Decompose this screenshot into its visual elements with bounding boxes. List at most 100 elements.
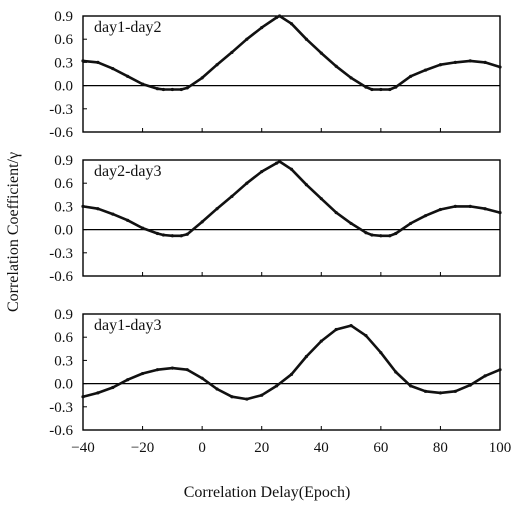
data-point <box>215 63 219 67</box>
data-point <box>438 207 443 212</box>
data-point <box>364 85 368 89</box>
data-point <box>126 74 130 78</box>
data-point <box>230 395 234 399</box>
data-point <box>155 231 160 236</box>
data-point <box>483 60 487 64</box>
data-point <box>215 207 219 211</box>
data-point <box>319 197 323 201</box>
data-point <box>179 234 183 238</box>
data-point <box>334 327 338 332</box>
panel-label: day2-day3 <box>94 163 162 180</box>
panel-label: day1-day2 <box>94 19 162 36</box>
data-point <box>349 221 353 226</box>
panel-2: 0.9 0.6 0.3 0.0 -0.3 -0.6 day2-day3 <box>49 153 502 285</box>
data-point <box>394 231 398 236</box>
y-tick-label: 0.9 <box>54 9 73 25</box>
data-point <box>260 26 264 30</box>
data-point <box>161 233 166 237</box>
data-point <box>185 86 189 90</box>
x-tick-label: 80 <box>433 440 448 456</box>
data-point <box>96 391 100 395</box>
y-tick-label: 0.6 <box>54 32 73 48</box>
data-point <box>453 204 457 208</box>
data-point <box>498 368 502 372</box>
data-point <box>468 383 472 387</box>
data-point <box>304 354 308 359</box>
x-tick-label: 20 <box>254 440 269 456</box>
data-point <box>111 385 115 390</box>
x-axis-label: Correlation Delay(Epoch) <box>184 484 351 501</box>
panel-label: day1-day3 <box>94 317 162 334</box>
x-tick-label: 40 <box>314 440 329 456</box>
y-tick-label: 0.6 <box>54 330 73 346</box>
data-point <box>388 234 392 238</box>
data-point <box>260 393 264 397</box>
panels-group: 0.9 0.6 0.3 0.0 -0.3 -0.6 day1-day2 0.9 0.6 0.3 0.… <box>49 9 502 439</box>
data-point <box>394 370 398 374</box>
data-point <box>170 234 174 238</box>
data-point <box>96 207 100 211</box>
data-point <box>96 60 100 64</box>
data-point <box>483 207 487 211</box>
plot-frame <box>82 159 501 277</box>
plot-frame <box>82 313 501 431</box>
series-line <box>81 160 502 238</box>
y-tick-label: -0.3 <box>49 246 73 262</box>
data-point <box>423 68 428 72</box>
data-point <box>170 87 174 92</box>
data-point <box>379 234 383 238</box>
data-point <box>453 60 457 64</box>
y-tick-label: 0.3 <box>54 353 73 369</box>
y-tick-label: 0.0 <box>54 223 73 239</box>
data-point <box>245 37 249 41</box>
data-point <box>370 233 374 237</box>
data-point <box>388 87 392 92</box>
data-point <box>438 391 443 395</box>
data-point <box>277 14 282 18</box>
data-point <box>81 395 85 399</box>
data-point <box>349 76 353 80</box>
y-tick-label: -0.3 <box>49 102 73 118</box>
data-point <box>155 87 160 91</box>
series-line <box>81 324 502 401</box>
data-point <box>364 334 368 338</box>
x-tick-label: 100 <box>489 440 512 456</box>
data-point <box>140 82 145 86</box>
panel-1: 0.9 0.6 0.3 0.0 -0.3 -0.6 day1-day2 <box>49 9 502 141</box>
y-tick-label: 0.9 <box>54 307 73 323</box>
y-tick-label: 0.0 <box>54 79 73 95</box>
data-point <box>468 59 472 63</box>
data-point <box>304 37 308 41</box>
data-point <box>81 59 85 63</box>
y-tick-label: -0.6 <box>49 269 73 285</box>
data-point <box>289 372 294 376</box>
panel-3: 0.9 0.6 0.3 0.0 -0.3 -0.6 day1-day3 <box>49 307 502 439</box>
data-point <box>334 64 338 68</box>
data-point <box>170 366 174 370</box>
x-tick-label: −20 <box>131 440 154 456</box>
data-point <box>334 210 338 215</box>
data-point <box>438 63 443 67</box>
data-point <box>275 15 279 20</box>
data-point <box>126 378 130 382</box>
x-tick-label: 60 <box>373 440 388 456</box>
data-point <box>185 368 189 372</box>
plot-frame <box>82 15 501 133</box>
data-point <box>140 371 145 376</box>
data-point <box>230 194 234 198</box>
data-point <box>126 218 130 222</box>
data-point <box>185 232 189 236</box>
data-point <box>215 387 219 391</box>
x-tick-label: −40 <box>71 440 94 456</box>
data-point <box>498 65 502 69</box>
data-point <box>349 324 353 328</box>
data-point <box>140 226 145 230</box>
data-point <box>319 339 323 343</box>
y-tick-label: 0.6 <box>54 176 73 192</box>
data-point <box>179 87 183 92</box>
data-point <box>319 51 323 55</box>
data-point <box>379 87 383 92</box>
y-tick-label: 0.3 <box>54 55 73 71</box>
data-point <box>230 50 234 54</box>
